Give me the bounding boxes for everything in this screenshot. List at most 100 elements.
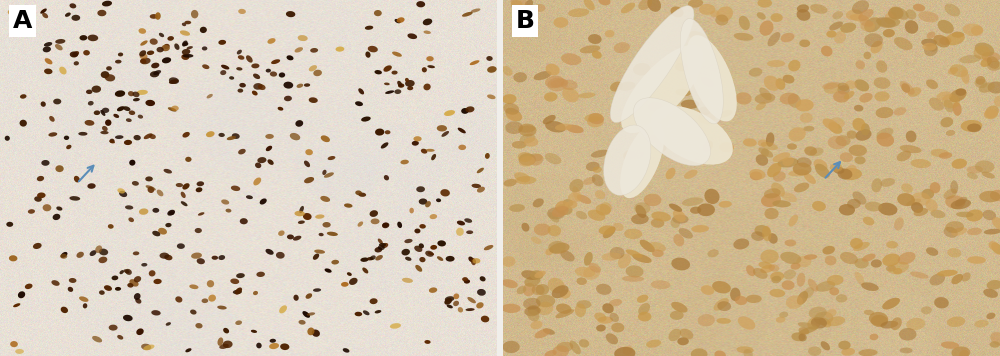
- Ellipse shape: [679, 228, 693, 239]
- Ellipse shape: [847, 199, 861, 209]
- Ellipse shape: [897, 193, 915, 206]
- Ellipse shape: [125, 205, 133, 210]
- Ellipse shape: [524, 137, 538, 147]
- Ellipse shape: [699, 107, 711, 115]
- Ellipse shape: [922, 43, 936, 51]
- Ellipse shape: [453, 301, 459, 306]
- Ellipse shape: [477, 168, 484, 173]
- Ellipse shape: [576, 211, 587, 220]
- Ellipse shape: [109, 325, 118, 331]
- Ellipse shape: [823, 119, 839, 131]
- Ellipse shape: [266, 69, 271, 73]
- Ellipse shape: [898, 252, 916, 265]
- Ellipse shape: [761, 142, 778, 150]
- Ellipse shape: [140, 40, 148, 46]
- Ellipse shape: [79, 35, 87, 41]
- Ellipse shape: [405, 257, 411, 261]
- Ellipse shape: [104, 285, 112, 291]
- Ellipse shape: [10, 341, 18, 347]
- Ellipse shape: [125, 269, 132, 275]
- Ellipse shape: [90, 250, 97, 256]
- Ellipse shape: [783, 269, 796, 279]
- Ellipse shape: [548, 241, 566, 253]
- Ellipse shape: [770, 289, 785, 297]
- Ellipse shape: [119, 191, 127, 197]
- Ellipse shape: [776, 316, 786, 323]
- Ellipse shape: [921, 38, 937, 47]
- Ellipse shape: [755, 93, 775, 104]
- Ellipse shape: [876, 17, 896, 27]
- Ellipse shape: [837, 85, 850, 94]
- Ellipse shape: [189, 284, 198, 289]
- Ellipse shape: [235, 320, 242, 325]
- Ellipse shape: [707, 249, 719, 257]
- Ellipse shape: [553, 17, 568, 28]
- Ellipse shape: [344, 203, 353, 208]
- Ellipse shape: [145, 100, 155, 106]
- Ellipse shape: [375, 310, 381, 313]
- Ellipse shape: [771, 276, 781, 283]
- Ellipse shape: [365, 26, 373, 30]
- Ellipse shape: [751, 231, 764, 241]
- Ellipse shape: [746, 295, 762, 303]
- Ellipse shape: [832, 11, 843, 19]
- Ellipse shape: [911, 202, 923, 213]
- Ellipse shape: [162, 57, 171, 63]
- Ellipse shape: [807, 317, 821, 329]
- Ellipse shape: [126, 118, 132, 122]
- Ellipse shape: [169, 79, 178, 84]
- Ellipse shape: [150, 71, 159, 77]
- Ellipse shape: [99, 248, 108, 255]
- Ellipse shape: [256, 272, 265, 277]
- Ellipse shape: [913, 4, 925, 11]
- Ellipse shape: [226, 209, 231, 213]
- Ellipse shape: [633, 98, 711, 166]
- Ellipse shape: [591, 150, 609, 158]
- Ellipse shape: [532, 285, 545, 295]
- Ellipse shape: [171, 106, 179, 111]
- Ellipse shape: [930, 182, 940, 193]
- Ellipse shape: [299, 320, 306, 325]
- Ellipse shape: [719, 201, 732, 208]
- Ellipse shape: [824, 83, 840, 94]
- Ellipse shape: [749, 68, 762, 77]
- Ellipse shape: [34, 196, 42, 202]
- Ellipse shape: [64, 136, 69, 140]
- Ellipse shape: [610, 247, 625, 259]
- Ellipse shape: [523, 283, 535, 296]
- Ellipse shape: [183, 42, 188, 46]
- Ellipse shape: [65, 12, 71, 17]
- Ellipse shape: [971, 26, 983, 35]
- Ellipse shape: [238, 55, 244, 60]
- Ellipse shape: [382, 222, 389, 228]
- Ellipse shape: [132, 91, 139, 97]
- Ellipse shape: [975, 43, 994, 57]
- Ellipse shape: [560, 289, 571, 299]
- Ellipse shape: [816, 281, 835, 292]
- Ellipse shape: [777, 158, 798, 167]
- Ellipse shape: [251, 63, 259, 68]
- Ellipse shape: [331, 260, 339, 265]
- Ellipse shape: [471, 258, 476, 265]
- Ellipse shape: [588, 34, 602, 44]
- Ellipse shape: [788, 127, 806, 142]
- Ellipse shape: [587, 116, 604, 127]
- Ellipse shape: [547, 207, 565, 219]
- Ellipse shape: [151, 310, 161, 315]
- Ellipse shape: [921, 189, 934, 199]
- Ellipse shape: [716, 110, 733, 118]
- Ellipse shape: [626, 250, 643, 258]
- Ellipse shape: [821, 46, 832, 57]
- Ellipse shape: [419, 257, 426, 262]
- Ellipse shape: [604, 125, 651, 195]
- Ellipse shape: [41, 160, 50, 166]
- Ellipse shape: [382, 222, 389, 227]
- Ellipse shape: [68, 287, 73, 292]
- Ellipse shape: [979, 82, 995, 93]
- Ellipse shape: [425, 251, 434, 257]
- Ellipse shape: [367, 257, 374, 261]
- Ellipse shape: [622, 276, 644, 282]
- Ellipse shape: [743, 349, 753, 356]
- Ellipse shape: [743, 138, 757, 147]
- Ellipse shape: [545, 121, 566, 132]
